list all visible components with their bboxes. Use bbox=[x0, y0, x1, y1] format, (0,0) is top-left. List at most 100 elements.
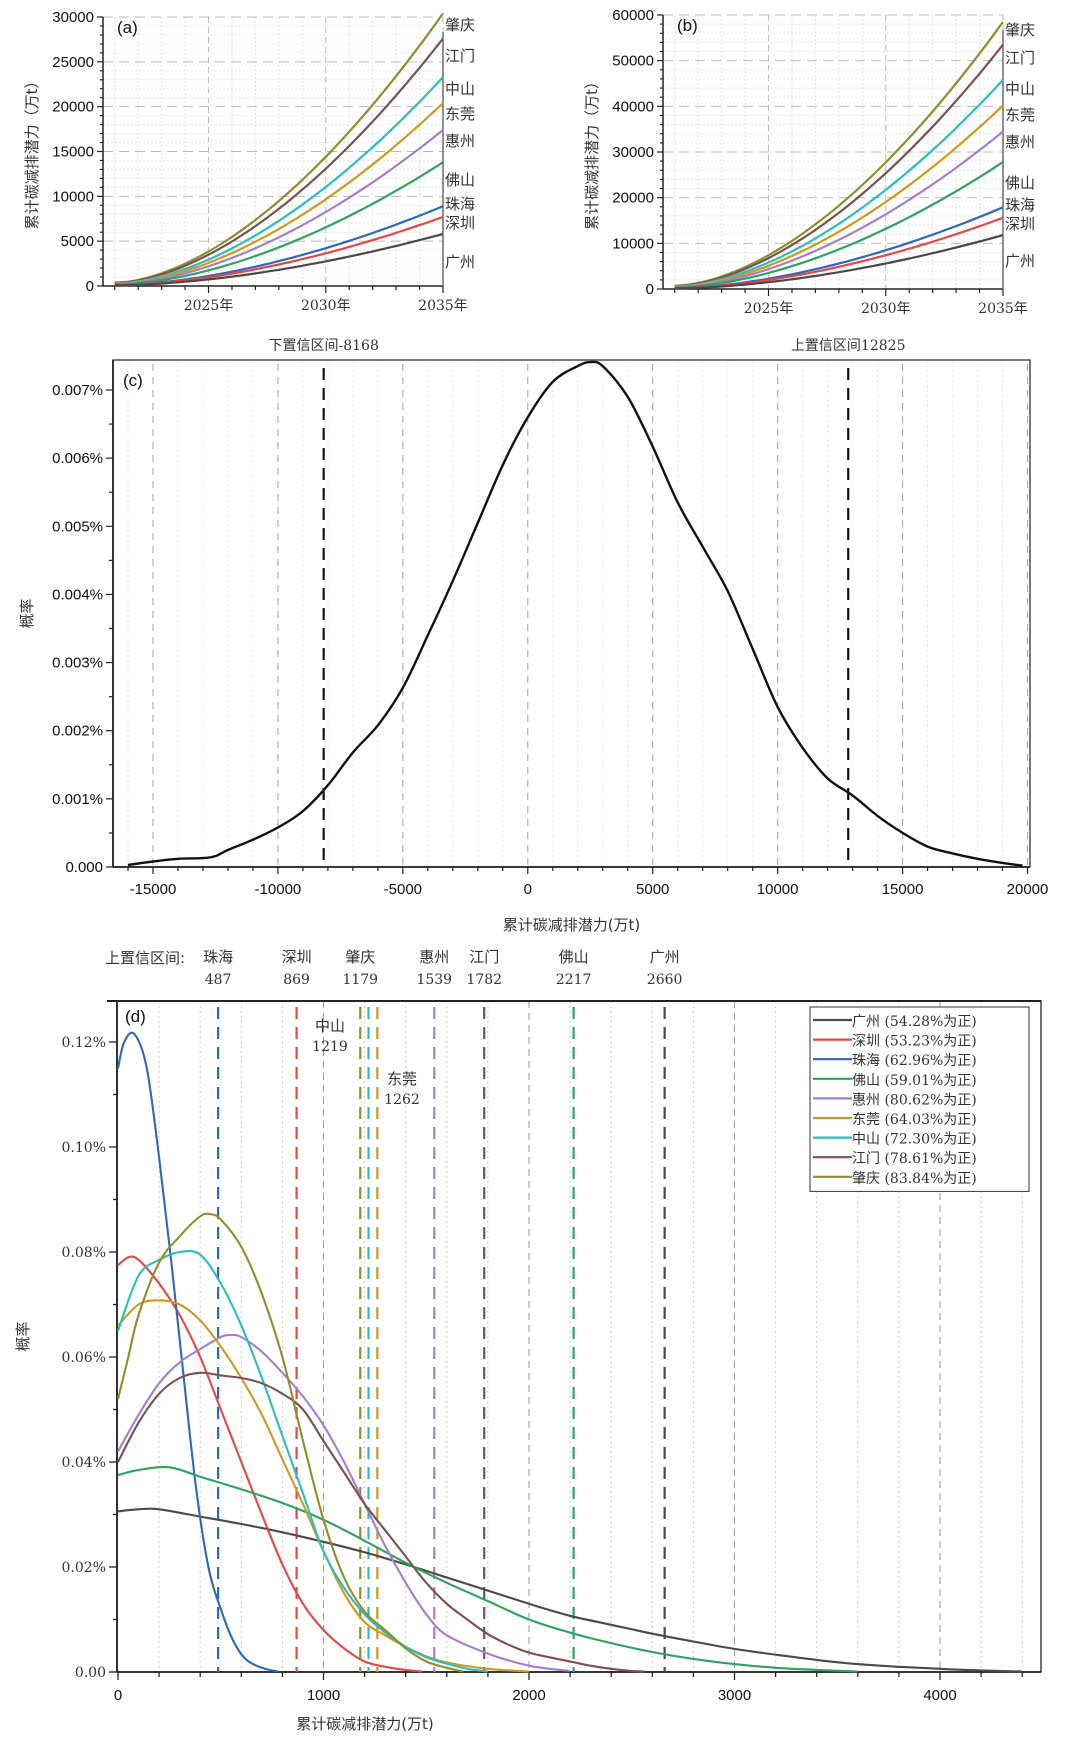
series-line-中山 bbox=[674, 79, 1004, 288]
ci-city-label: 广州 bbox=[650, 948, 680, 966]
series-line-佛山 bbox=[674, 161, 1004, 289]
x-tick-label: 2030年 bbox=[301, 298, 351, 314]
legend-entry: 惠州 (80.62%为正) bbox=[852, 1092, 977, 1108]
ci-city-label: 中山 bbox=[315, 1017, 345, 1035]
ci-city-label: 珠海 bbox=[203, 948, 233, 966]
y-tick-label: 0.12% bbox=[62, 1035, 106, 1051]
x-tick-label: 2000 bbox=[512, 1687, 545, 1704]
y-tick-label: 10000 bbox=[52, 188, 94, 205]
series-label: 佛山 bbox=[445, 171, 475, 189]
y-axis-title: 累计碳减排潜力（万t） bbox=[23, 74, 41, 230]
series-label: 中山 bbox=[1005, 80, 1035, 98]
series-label: 深圳 bbox=[1005, 215, 1035, 233]
panel-a: 2025年 2030年 2035年 0 5000 10000 15000 20000 25000… bbox=[23, 9, 475, 314]
series-line-佛山 bbox=[114, 161, 444, 286]
series-label: 江门 bbox=[1005, 49, 1035, 67]
density-curve-中山 bbox=[117, 1249, 489, 1673]
y-axis-title: 概率 bbox=[18, 598, 36, 628]
panel-d: 0.00 0.02% 0.04% 0.06% 0.08% 0.10% 0.12% 0 1000 2… bbox=[14, 948, 1042, 1733]
y-tick-label: 60000 bbox=[612, 7, 654, 24]
density-curve-江门 bbox=[117, 1371, 645, 1673]
legend-entry: 广州 (54.28%为正) bbox=[852, 1014, 977, 1030]
series-label: 珠海 bbox=[1005, 196, 1035, 214]
legend-entry: 深圳 (53.23%为正) bbox=[852, 1034, 977, 1050]
x-tick-label: 2025年 bbox=[184, 298, 234, 314]
y-tick-label: 20000 bbox=[612, 190, 654, 207]
density-curve-肇庆 bbox=[116, 1212, 464, 1673]
series-line-东莞 bbox=[114, 102, 444, 285]
x-tick-label: -5000 bbox=[384, 881, 422, 898]
x-tick-label: 15000 bbox=[882, 881, 924, 898]
x-tick-label: 4000 bbox=[923, 1687, 956, 1704]
series-line-广州 bbox=[674, 234, 1004, 290]
x-tick-label: 10000 bbox=[757, 881, 799, 898]
legend-entry: 珠海 (62.96%为正) bbox=[852, 1053, 977, 1069]
x-tick-label: 0 bbox=[114, 1687, 122, 1704]
series-label: 肇庆 bbox=[445, 16, 475, 34]
series-line-肇庆 bbox=[114, 12, 444, 284]
density-curve-广州 bbox=[117, 1507, 1023, 1673]
y-tick-label: 25000 bbox=[52, 54, 94, 71]
ci-value-label: 1179 bbox=[342, 972, 378, 988]
ci-city-label: 深圳 bbox=[282, 948, 312, 966]
y-tick-label: 5000 bbox=[61, 233, 94, 250]
ci-value-label: 487 bbox=[205, 972, 232, 988]
series-line-惠州 bbox=[674, 130, 1004, 289]
density-curve-珠海 bbox=[116, 1031, 279, 1673]
series-label: 江门 bbox=[445, 47, 475, 65]
legend-entry: 东莞 (64.03%为正) bbox=[852, 1112, 977, 1128]
panel-label: (a) bbox=[117, 18, 138, 37]
y-tick-label: 0.02% bbox=[62, 1560, 106, 1576]
series-label: 肇庆 bbox=[1005, 21, 1035, 39]
x-tick-label: 2025年 bbox=[744, 301, 794, 317]
series-label: 东莞 bbox=[1005, 106, 1035, 124]
legend-entry: 肇庆 (83.84%为正) bbox=[852, 1171, 977, 1187]
panel-label: (b) bbox=[677, 16, 698, 35]
series-line-东莞 bbox=[674, 104, 1004, 288]
legend-entry: 中山 (72.30%为正) bbox=[852, 1132, 977, 1148]
series-line-江门 bbox=[674, 43, 1004, 288]
ci-value-label: 1219 bbox=[312, 1039, 348, 1055]
legend-entry: 佛山 (59.01%为正) bbox=[852, 1073, 977, 1089]
series-label: 广州 bbox=[445, 253, 475, 271]
ci-city-label: 佛山 bbox=[559, 948, 589, 966]
y-axis-title: 概率 bbox=[14, 1321, 32, 1351]
x-axis-title: 累计碳减排潜力(万t) bbox=[503, 916, 641, 934]
series-label: 广州 bbox=[1005, 252, 1035, 270]
series-line-广州 bbox=[114, 232, 444, 287]
y-tick-label: 0.007% bbox=[52, 382, 103, 399]
y-tick-label: 10000 bbox=[612, 235, 654, 252]
panel-label: (d) bbox=[125, 1007, 146, 1026]
y-tick-label: 0.002% bbox=[52, 723, 103, 740]
density-curve-惠州 bbox=[117, 1333, 571, 1673]
legend: 广州 (54.28%为正) 深圳 (53.23%为正) 珠海 (62.96%为正) 佛… bbox=[809, 1006, 1030, 1192]
series-label: 深圳 bbox=[445, 214, 475, 232]
ci-value-label: 2660 bbox=[647, 972, 683, 988]
y-tick-label: 0.004% bbox=[52, 586, 103, 603]
density-curve bbox=[127, 360, 1023, 867]
series-line-中山 bbox=[114, 76, 444, 285]
series-label: 中山 bbox=[445, 80, 475, 98]
x-tick-label: 20000 bbox=[1007, 881, 1049, 898]
panel-b: 2025年 2030年 2035年 0 10000 20000 30000 40000 5000… bbox=[583, 7, 1035, 317]
ci-city-label: 东莞 bbox=[387, 1070, 417, 1088]
y-tick-label: 0.04% bbox=[62, 1455, 106, 1471]
x-tick-label: 2035年 bbox=[978, 301, 1028, 317]
panel-label: (c) bbox=[123, 371, 143, 390]
ci-value-label: 869 bbox=[283, 972, 310, 988]
series-label: 东莞 bbox=[445, 105, 475, 123]
series-label: 惠州 bbox=[445, 132, 475, 150]
y-tick-label: 0.000 bbox=[65, 859, 103, 876]
y-tick-label: 15000 bbox=[52, 144, 94, 161]
y-tick-label: 30000 bbox=[52, 9, 94, 26]
ci-label: 下置信区间-8168 bbox=[269, 338, 379, 354]
x-tick-label: 5000 bbox=[636, 881, 669, 898]
density-curve-佛山 bbox=[117, 1465, 858, 1673]
series-label: 珠海 bbox=[445, 195, 475, 213]
x-tick-label: 2030年 bbox=[861, 301, 911, 317]
y-tick-label: 0.06% bbox=[62, 1350, 106, 1366]
x-tick-label: -15000 bbox=[130, 881, 177, 898]
y-tick-label: 30000 bbox=[612, 144, 654, 161]
x-tick-label: 3000 bbox=[718, 1687, 751, 1704]
x-tick-label: -10000 bbox=[255, 881, 302, 898]
